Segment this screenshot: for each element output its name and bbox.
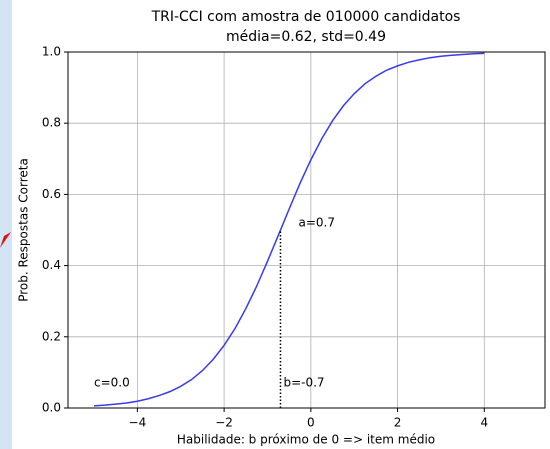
annotation: a=0.7 bbox=[298, 215, 335, 229]
curve bbox=[93, 52, 485, 407]
x-axis-label: Habilidade: b próximo de 0 => item médio bbox=[177, 433, 435, 447]
annotation: c=0.0 bbox=[94, 376, 130, 390]
y-tick-label: 0.2 bbox=[42, 329, 61, 343]
y-tick-label: 0.4 bbox=[42, 258, 61, 272]
annotation: b=-0.7 bbox=[283, 376, 324, 390]
chart-title: TRI-CCI com amostra de 010000 candidatos bbox=[151, 9, 461, 25]
figure-background bbox=[12, 0, 550, 449]
y-tick-label: 0.0 bbox=[42, 401, 61, 415]
y-axis-label: Prob. Respostas Correta bbox=[17, 158, 31, 302]
x-tick-label: 4 bbox=[480, 416, 488, 430]
x-tick-label: 0 bbox=[307, 416, 315, 430]
y-tick-label: 0.8 bbox=[42, 116, 61, 130]
x-tick-label: −4 bbox=[129, 416, 147, 430]
x-tick-label: −2 bbox=[215, 416, 233, 430]
y-tick-label: 0.6 bbox=[42, 187, 61, 201]
axes-frame bbox=[67, 51, 546, 409]
x-tick-label: 2 bbox=[394, 416, 402, 430]
chart-subtitle: média=0.62, std=0.49 bbox=[226, 29, 386, 45]
y-tick-label: 1.0 bbox=[42, 45, 61, 59]
red-arrow bbox=[0, 232, 11, 248]
